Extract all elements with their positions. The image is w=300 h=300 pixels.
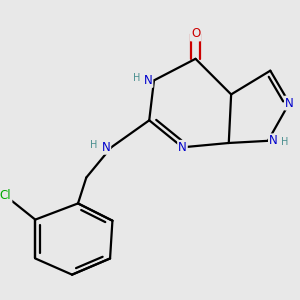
Text: N: N — [269, 134, 278, 147]
Text: N: N — [178, 141, 187, 154]
Text: N: N — [101, 141, 110, 154]
Text: Cl: Cl — [0, 189, 11, 203]
Text: H: H — [90, 140, 98, 150]
Text: H: H — [280, 137, 288, 147]
Text: H: H — [133, 73, 140, 83]
Text: O: O — [191, 28, 200, 40]
Text: N: N — [285, 97, 294, 110]
Text: N: N — [144, 74, 152, 87]
